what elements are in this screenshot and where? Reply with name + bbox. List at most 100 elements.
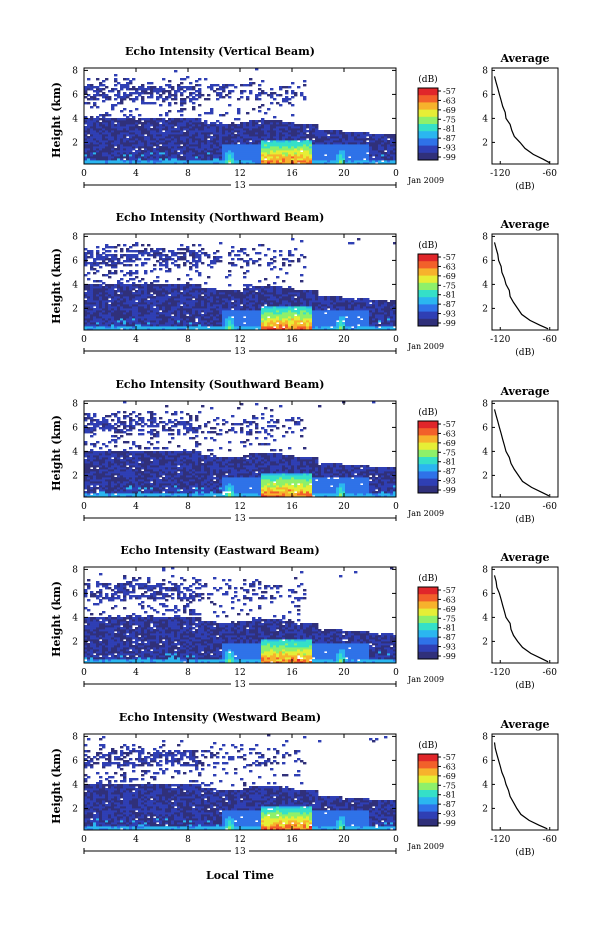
- heatmap-cell: [237, 148, 241, 151]
- heatmap-cell: [93, 312, 97, 315]
- heatmap-cell: [225, 132, 229, 135]
- heatmap-cell: [285, 258, 289, 261]
- heatmap-cell: [384, 142, 388, 145]
- heatmap-cell: [228, 262, 232, 265]
- heatmap-cell: [258, 290, 262, 293]
- heatmap-cell: [279, 316, 283, 319]
- heatmap-cell: [84, 144, 88, 147]
- heatmap-cell: [291, 296, 295, 299]
- heatmap-cell: [93, 128, 97, 131]
- heatmap-cell: [381, 312, 385, 315]
- heatmap-cell: [264, 320, 268, 323]
- heatmap-cell: [129, 314, 133, 317]
- heatmap-cell: [126, 82, 130, 85]
- heatmap-cell: [165, 290, 169, 293]
- heatmap-cell: [120, 254, 124, 257]
- heatmap-cell: [369, 138, 373, 141]
- heatmap-cell: [291, 156, 295, 159]
- heatmap-cell: [84, 120, 88, 123]
- heatmap-cell: [369, 314, 373, 317]
- heatmap-cell: [183, 312, 187, 315]
- heatmap-cell: [282, 320, 286, 323]
- heatmap-cell: [258, 152, 262, 155]
- heatmap-cell: [180, 126, 184, 129]
- heatmap-cell: [135, 254, 139, 257]
- heatmap-cell: [276, 158, 280, 161]
- heatmap-cell: [174, 320, 178, 323]
- heatmap-cell: [291, 82, 295, 85]
- heatmap-cell: [126, 144, 130, 147]
- heatmap-cell: [234, 328, 238, 331]
- heatmap-cell: [246, 156, 250, 159]
- heatmap-cell: [186, 86, 190, 89]
- heatmap-cell: [366, 138, 370, 141]
- heatmap-cell: [213, 144, 217, 147]
- heatmap-cell: [303, 84, 307, 87]
- heatmap-cell: [234, 140, 238, 143]
- heatmap-cell: [171, 160, 175, 163]
- heatmap-cell: [246, 324, 250, 327]
- heatmap-cell: [240, 124, 244, 127]
- heatmap-cell: [312, 156, 316, 159]
- heatmap-cell: [105, 316, 109, 319]
- heatmap-cell: [357, 306, 361, 309]
- heatmap-cell: [249, 328, 253, 331]
- heatmap-cell: [135, 90, 139, 93]
- heatmap-cell: [360, 136, 364, 139]
- heatmap-cell: [201, 126, 205, 129]
- heatmap-cell: [303, 98, 307, 101]
- heatmap-cell: [144, 122, 148, 125]
- heatmap-cell: [312, 142, 316, 145]
- heatmap-cell: [240, 326, 244, 329]
- heatmap-cell: [111, 90, 115, 93]
- heatmap-cell: [216, 258, 220, 261]
- heatmap-cell: [171, 294, 175, 297]
- heatmap-cell: [180, 140, 184, 143]
- heatmap-cell: [159, 322, 163, 325]
- heatmap-cell: [384, 136, 388, 139]
- heatmap-cell: [87, 138, 91, 141]
- heatmap-cell: [132, 254, 136, 257]
- heatmap-cell: [348, 302, 352, 305]
- heatmap-cell: [297, 294, 301, 297]
- heatmap-cell: [378, 320, 382, 323]
- heatmap-cell: [282, 302, 286, 305]
- heatmap-cell: [165, 128, 169, 131]
- heatmap-cell: [348, 316, 352, 319]
- heatmap-cell: [192, 136, 196, 139]
- heatmap-cell: [204, 294, 208, 297]
- heatmap-cell: [384, 326, 388, 329]
- heatmap-cell: [300, 160, 304, 163]
- heatmap-cell: [303, 302, 307, 305]
- heatmap-cell: [273, 296, 277, 299]
- heatmap-cell: [213, 322, 217, 325]
- heatmap-cell: [339, 160, 343, 163]
- heatmap-cell: [309, 320, 313, 323]
- heatmap-cell: [222, 84, 226, 87]
- heatmap-cell: [339, 326, 343, 329]
- heatmap-cell: [189, 140, 193, 143]
- heatmap-cell: [117, 118, 121, 121]
- heatmap-cell: [336, 146, 340, 149]
- heatmap-cell: [255, 140, 259, 143]
- heatmap-cell: [315, 302, 319, 305]
- heatmap-cell: [90, 308, 94, 311]
- heatmap-cell: [348, 136, 352, 139]
- heatmap-cell: [90, 142, 94, 145]
- heatmap-cell: [276, 148, 280, 151]
- heatmap-cell: [99, 90, 103, 93]
- heatmap-cell: [96, 256, 100, 259]
- colorbar-step: [418, 119, 438, 122]
- heatmap-cell: [300, 134, 304, 137]
- heatmap-cell: [186, 274, 190, 277]
- heatmap-cell: [129, 128, 133, 131]
- heatmap-cell: [321, 132, 325, 135]
- heatmap-cell: [123, 328, 127, 331]
- heatmap-cell: [168, 80, 172, 83]
- heatmap-cell: [177, 314, 181, 317]
- heatmap-cell: [237, 308, 241, 311]
- heatmap-cell: [150, 90, 154, 93]
- heatmap-cell: [345, 320, 349, 323]
- heatmap-cell: [153, 322, 157, 325]
- heatmap-cell: [216, 134, 220, 137]
